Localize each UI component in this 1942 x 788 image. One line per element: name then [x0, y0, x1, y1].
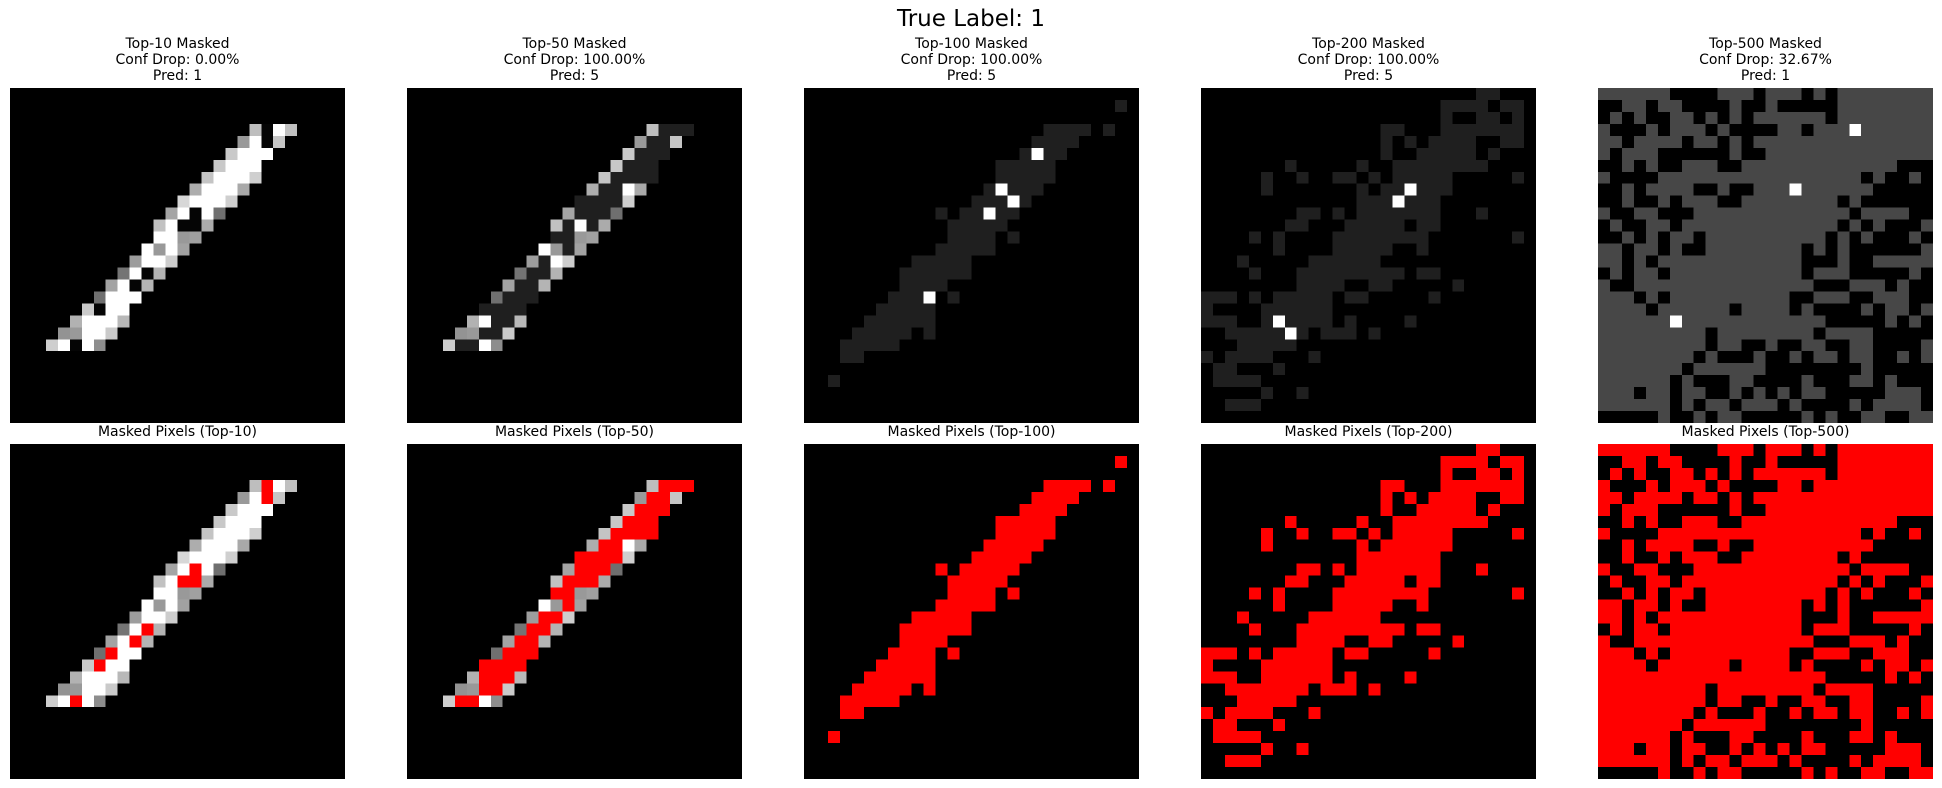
title-line: Pred: 1: [1740, 68, 1791, 84]
mask-overlay-top-500: [1598, 444, 1933, 779]
panel-title-mask-200: Masked Pixels (Top-200): [1284, 424, 1453, 440]
panel-title-top-100: Top-100 Masked Conf Drop: 100.00% Pred: …: [804, 36, 1139, 84]
title-line: Top-200 Masked: [1312, 36, 1425, 52]
title-line: Top-100 Masked: [915, 36, 1028, 52]
panel-title-mask-10: Masked Pixels (Top-10): [97, 424, 258, 440]
panel-title-top-500: Top-500 Masked Conf Drop: 32.67% Pred: 1: [1598, 36, 1933, 84]
title-line: Conf Drop: 0.00%: [115, 52, 240, 68]
title-line: Pred: 1: [152, 68, 203, 84]
title-line: Top-10 Masked: [125, 36, 230, 52]
figure-suptitle: True Label: 1: [897, 6, 1045, 32]
title-line: Conf Drop: 100.00%: [900, 52, 1043, 68]
panel-title-mask-50: Masked Pixels (Top-50): [494, 424, 655, 440]
title-line: Conf Drop: 32.67%: [1699, 52, 1832, 68]
panel-title-mask-500: Masked Pixels (Top-500): [1681, 424, 1850, 440]
mask-overlay-top-100: [804, 444, 1139, 779]
masked-image-top-10: [10, 88, 345, 423]
title-line: Conf Drop: 100.00%: [1297, 52, 1440, 68]
panel-title-top-200: Top-200 Masked Conf Drop: 100.00% Pred: …: [1201, 36, 1536, 84]
title-line: Top-50 Masked: [522, 36, 627, 52]
title-line: Pred: 5: [1343, 68, 1394, 84]
panel-title-top-10: Top-10 Masked Conf Drop: 0.00% Pred: 1: [10, 36, 345, 84]
masked-image-top-100: [804, 88, 1139, 423]
mask-overlay-top-50: [407, 444, 742, 779]
panel-title-top-50: Top-50 Masked Conf Drop: 100.00% Pred: 5: [407, 36, 742, 84]
title-line: Conf Drop: 100.00%: [503, 52, 646, 68]
masked-image-top-50: [407, 88, 742, 423]
masked-image-top-500: [1598, 88, 1933, 423]
title-line: Pred: 5: [946, 68, 997, 84]
title-line: Top-500 Masked: [1709, 36, 1822, 52]
title-line: Pred: 5: [549, 68, 600, 84]
panel-title-mask-100: Masked Pixels (Top-100): [887, 424, 1056, 440]
masked-image-top-200: [1201, 88, 1536, 423]
mask-overlay-top-200: [1201, 444, 1536, 779]
mask-overlay-top-10: [10, 444, 345, 779]
